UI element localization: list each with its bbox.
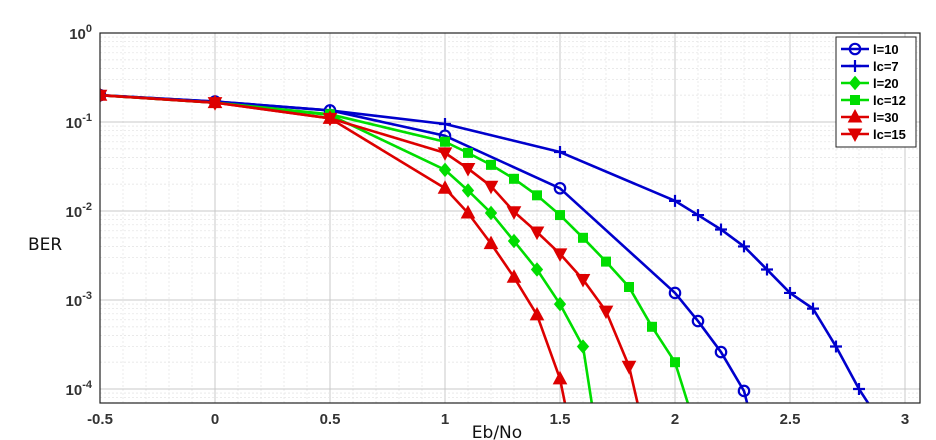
data-point-marker bbox=[738, 240, 750, 253]
data-point-marker bbox=[598, 305, 614, 320]
legend-label: l=30 bbox=[873, 110, 899, 125]
x-tick-label: 2 bbox=[671, 411, 679, 428]
data-point-marker bbox=[460, 163, 476, 177]
legend-label: lc=12 bbox=[873, 93, 906, 108]
data-point-marker bbox=[483, 235, 499, 250]
data-point-marker bbox=[647, 321, 657, 332]
legend-marker bbox=[850, 95, 860, 105]
data-point-marker bbox=[853, 383, 865, 395]
legend-label: l=10 bbox=[873, 42, 899, 57]
legend-item: l=10 bbox=[841, 42, 899, 57]
data-point-marker bbox=[830, 340, 842, 353]
legend-marker bbox=[849, 60, 861, 72]
y-tick-label: 10-3 bbox=[66, 290, 92, 310]
data-point-marker bbox=[460, 204, 476, 219]
grid bbox=[99, 32, 920, 404]
x-tick-label: 1.5 bbox=[550, 411, 571, 428]
data-point-marker bbox=[624, 281, 634, 292]
data-point-marker bbox=[552, 248, 568, 262]
x-tick-label: 0.5 bbox=[320, 411, 341, 428]
plot-frame bbox=[99, 32, 921, 404]
y-tick-label: 10-4 bbox=[66, 379, 93, 399]
y-tick-label: 10-1 bbox=[66, 112, 92, 132]
data-point-marker bbox=[207, 97, 223, 111]
data-point-marker bbox=[670, 357, 680, 368]
data-point-marker bbox=[737, 384, 751, 398]
data-point-marker bbox=[529, 306, 545, 321]
data-point-marker bbox=[507, 233, 521, 249]
data-point-marker bbox=[483, 180, 499, 195]
data-point-marker bbox=[506, 269, 522, 283]
data-point-marker bbox=[691, 314, 705, 328]
legend-marker bbox=[848, 42, 862, 56]
data-point-marker bbox=[509, 173, 519, 184]
y-tick-label: 10-2 bbox=[66, 201, 92, 221]
data-point-marker bbox=[100, 89, 108, 104]
data-point-marker bbox=[461, 183, 475, 198]
data-point-marker bbox=[692, 209, 704, 222]
data-point-marker bbox=[552, 370, 568, 385]
x-tick-label: 0 bbox=[211, 411, 219, 428]
legend-item: l=20 bbox=[841, 75, 899, 91]
x-tick-labels: -0.5 0 0.5 1 1.5 2 2.5 3 bbox=[87, 411, 909, 428]
data-point-marker bbox=[761, 263, 773, 276]
x-axis-label: Eb/No bbox=[472, 423, 522, 440]
x-tick-label: -0.5 bbox=[87, 411, 113, 428]
data-point-marker bbox=[554, 146, 566, 159]
data-point-marker bbox=[439, 117, 451, 130]
data-point-marker bbox=[437, 147, 453, 161]
data-point-marker bbox=[555, 210, 565, 221]
x-tick-label: 1 bbox=[441, 411, 449, 428]
data-point-marker bbox=[438, 162, 452, 178]
data-point-marker bbox=[553, 296, 567, 312]
data-point-marker bbox=[322, 112, 338, 127]
legend-label: lc=15 bbox=[873, 127, 906, 142]
x-tick-label: 2.5 bbox=[780, 411, 801, 428]
data-point-marker bbox=[506, 206, 522, 220]
data-point-marker bbox=[530, 262, 544, 277]
legend-item: lc=15 bbox=[841, 127, 906, 143]
y-tick-label: 100 bbox=[69, 23, 92, 43]
data-point-marker bbox=[463, 147, 473, 158]
data-point-marker bbox=[715, 223, 727, 236]
data-point-marker bbox=[532, 190, 542, 201]
legend-label: l=20 bbox=[873, 76, 899, 91]
data-point-marker bbox=[575, 273, 591, 288]
y-tick-labels: 100 10-1 10-2 10-3 10-4 bbox=[66, 23, 93, 399]
legend-item: l=30 bbox=[841, 108, 899, 125]
data-point-marker bbox=[440, 136, 450, 147]
data-point-marker bbox=[621, 360, 637, 375]
series-lc-12 bbox=[100, 90, 690, 403]
data-point-marker bbox=[807, 302, 819, 315]
series-layer bbox=[100, 87, 870, 403]
data-point-marker bbox=[668, 286, 682, 300]
data-point-marker bbox=[714, 345, 728, 359]
legend-marker bbox=[848, 75, 862, 91]
series-lc-15 bbox=[100, 89, 639, 403]
legend-item: lc=12 bbox=[841, 93, 906, 108]
legend: l=10 lc=7 l=20 lc=12 l=30 lc=15 bbox=[835, 36, 917, 148]
legend-marker bbox=[847, 128, 863, 143]
data-point-marker bbox=[484, 205, 498, 221]
data-point-marker bbox=[553, 181, 567, 195]
data-point-marker bbox=[784, 286, 796, 299]
data-point-marker bbox=[529, 226, 545, 241]
legend-item: lc=7 bbox=[841, 59, 899, 74]
data-point-marker bbox=[669, 194, 681, 207]
data-point-marker bbox=[578, 232, 588, 243]
x-tick-label: 3 bbox=[901, 411, 909, 428]
data-point-marker bbox=[437, 180, 453, 194]
data-point-marker bbox=[601, 256, 611, 267]
legend-label: lc=7 bbox=[873, 59, 899, 74]
data-point-marker bbox=[576, 339, 590, 354]
y-axis-label: BER bbox=[28, 235, 62, 255]
legend-marker bbox=[847, 108, 863, 123]
data-point-marker bbox=[486, 159, 496, 170]
